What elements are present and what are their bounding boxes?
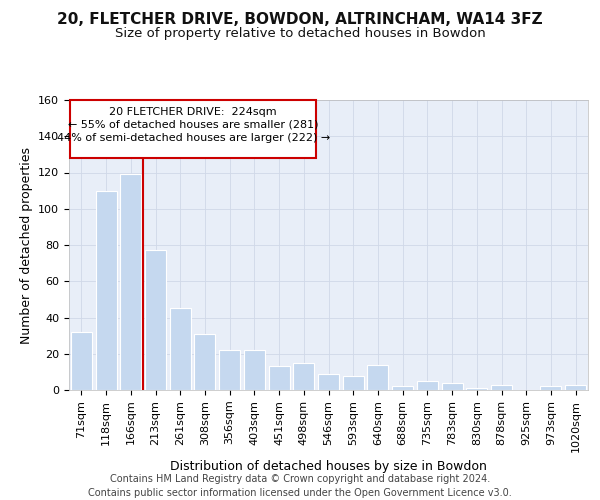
Bar [392, 386, 413, 390]
Bar [293, 363, 314, 390]
Text: 44% of semi-detached houses are larger (222) →: 44% of semi-detached houses are larger (… [56, 132, 330, 142]
Text: 20 FLETCHER DRIVE:  224sqm: 20 FLETCHER DRIVE: 224sqm [109, 108, 277, 118]
Y-axis label: Number of detached properties: Number of detached properties [20, 146, 32, 344]
Bar [318, 374, 339, 390]
Text: Contains HM Land Registry data © Crown copyright and database right 2024.
Contai: Contains HM Land Registry data © Crown c… [88, 474, 512, 498]
Bar [442, 383, 463, 390]
Bar [417, 381, 438, 390]
Bar [491, 384, 512, 390]
Bar [541, 386, 562, 390]
Bar [145, 250, 166, 390]
Bar [269, 366, 290, 390]
Bar [219, 350, 240, 390]
Bar [565, 384, 586, 390]
Bar [367, 364, 388, 390]
Bar [70, 100, 316, 158]
Bar [170, 308, 191, 390]
Text: 20, FLETCHER DRIVE, BOWDON, ALTRINCHAM, WA14 3FZ: 20, FLETCHER DRIVE, BOWDON, ALTRINCHAM, … [57, 12, 543, 28]
Bar [120, 174, 141, 390]
Bar [343, 376, 364, 390]
X-axis label: Distribution of detached houses by size in Bowdon: Distribution of detached houses by size … [170, 460, 487, 473]
Text: ← 55% of detached houses are smaller (281): ← 55% of detached houses are smaller (28… [68, 120, 319, 130]
Text: Size of property relative to detached houses in Bowdon: Size of property relative to detached ho… [115, 28, 485, 40]
Bar [71, 332, 92, 390]
Bar [194, 334, 215, 390]
Bar [466, 388, 487, 390]
Bar [95, 190, 116, 390]
Bar [244, 350, 265, 390]
